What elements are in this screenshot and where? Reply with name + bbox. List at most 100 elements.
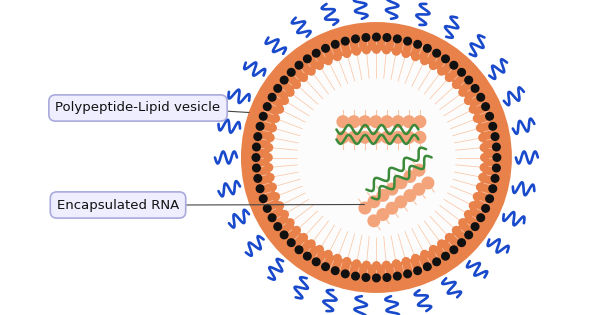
Circle shape	[286, 218, 294, 227]
Circle shape	[275, 201, 284, 210]
Circle shape	[402, 49, 411, 58]
Circle shape	[362, 45, 371, 54]
Circle shape	[392, 47, 401, 56]
Circle shape	[307, 67, 316, 76]
Circle shape	[358, 115, 372, 128]
Circle shape	[303, 55, 311, 63]
Circle shape	[420, 250, 429, 259]
Circle shape	[391, 131, 404, 144]
Circle shape	[429, 61, 438, 70]
Circle shape	[280, 231, 288, 239]
Circle shape	[307, 239, 316, 248]
Circle shape	[383, 34, 391, 41]
Circle shape	[241, 22, 512, 293]
Circle shape	[402, 131, 415, 144]
Circle shape	[395, 176, 408, 189]
Circle shape	[478, 173, 487, 182]
Circle shape	[414, 41, 421, 48]
Circle shape	[358, 202, 372, 215]
Circle shape	[336, 115, 349, 128]
Circle shape	[315, 61, 324, 70]
Circle shape	[292, 80, 301, 89]
Circle shape	[299, 73, 308, 82]
Circle shape	[342, 49, 351, 58]
Circle shape	[376, 189, 389, 202]
Circle shape	[382, 261, 391, 270]
Circle shape	[476, 123, 485, 132]
Circle shape	[322, 44, 329, 52]
Circle shape	[352, 259, 361, 268]
Circle shape	[315, 245, 324, 254]
Circle shape	[402, 115, 415, 128]
Circle shape	[342, 37, 349, 45]
Circle shape	[491, 175, 499, 182]
Circle shape	[442, 252, 450, 260]
Circle shape	[402, 257, 411, 266]
Circle shape	[264, 205, 271, 212]
Circle shape	[368, 195, 381, 208]
Circle shape	[478, 133, 487, 142]
Circle shape	[420, 56, 429, 65]
Circle shape	[253, 164, 260, 172]
Circle shape	[433, 49, 441, 57]
Circle shape	[442, 55, 450, 63]
Circle shape	[332, 267, 339, 274]
Circle shape	[482, 103, 489, 110]
Circle shape	[392, 259, 401, 268]
Circle shape	[287, 239, 295, 246]
Circle shape	[303, 252, 311, 260]
Circle shape	[458, 69, 466, 76]
Circle shape	[274, 223, 281, 230]
Circle shape	[254, 133, 261, 140]
Circle shape	[358, 131, 372, 144]
Circle shape	[268, 214, 276, 221]
Circle shape	[493, 164, 500, 172]
Circle shape	[480, 153, 489, 162]
Circle shape	[471, 85, 479, 92]
Circle shape	[373, 33, 380, 41]
Circle shape	[324, 56, 333, 65]
Circle shape	[437, 67, 446, 76]
Circle shape	[312, 49, 320, 57]
Text: Encapsulated RNA: Encapsulated RNA	[57, 198, 179, 211]
Circle shape	[486, 112, 493, 120]
Circle shape	[280, 210, 289, 219]
Circle shape	[381, 115, 394, 128]
Circle shape	[473, 114, 481, 123]
Circle shape	[352, 35, 359, 43]
Circle shape	[382, 45, 391, 54]
Circle shape	[450, 61, 458, 69]
Circle shape	[268, 183, 277, 192]
Circle shape	[477, 94, 484, 101]
Circle shape	[268, 94, 276, 101]
Circle shape	[414, 267, 421, 274]
Circle shape	[269, 50, 484, 265]
Circle shape	[404, 37, 411, 45]
Circle shape	[260, 112, 267, 120]
Circle shape	[286, 88, 294, 97]
Circle shape	[369, 115, 382, 128]
Circle shape	[445, 73, 454, 82]
Circle shape	[292, 226, 301, 235]
Circle shape	[424, 44, 431, 52]
Circle shape	[468, 201, 478, 210]
Circle shape	[458, 88, 467, 97]
Circle shape	[414, 131, 427, 144]
Circle shape	[266, 133, 275, 142]
Circle shape	[268, 123, 277, 132]
Circle shape	[411, 52, 420, 61]
Circle shape	[465, 231, 473, 239]
Circle shape	[333, 52, 342, 61]
Circle shape	[271, 114, 280, 123]
Circle shape	[342, 270, 349, 278]
Circle shape	[256, 185, 264, 192]
Circle shape	[369, 131, 382, 144]
Circle shape	[433, 258, 441, 266]
Circle shape	[271, 192, 280, 201]
Circle shape	[362, 34, 370, 41]
Circle shape	[468, 105, 478, 114]
Circle shape	[452, 80, 461, 89]
Circle shape	[458, 218, 467, 227]
Circle shape	[280, 96, 289, 105]
Circle shape	[376, 208, 389, 221]
